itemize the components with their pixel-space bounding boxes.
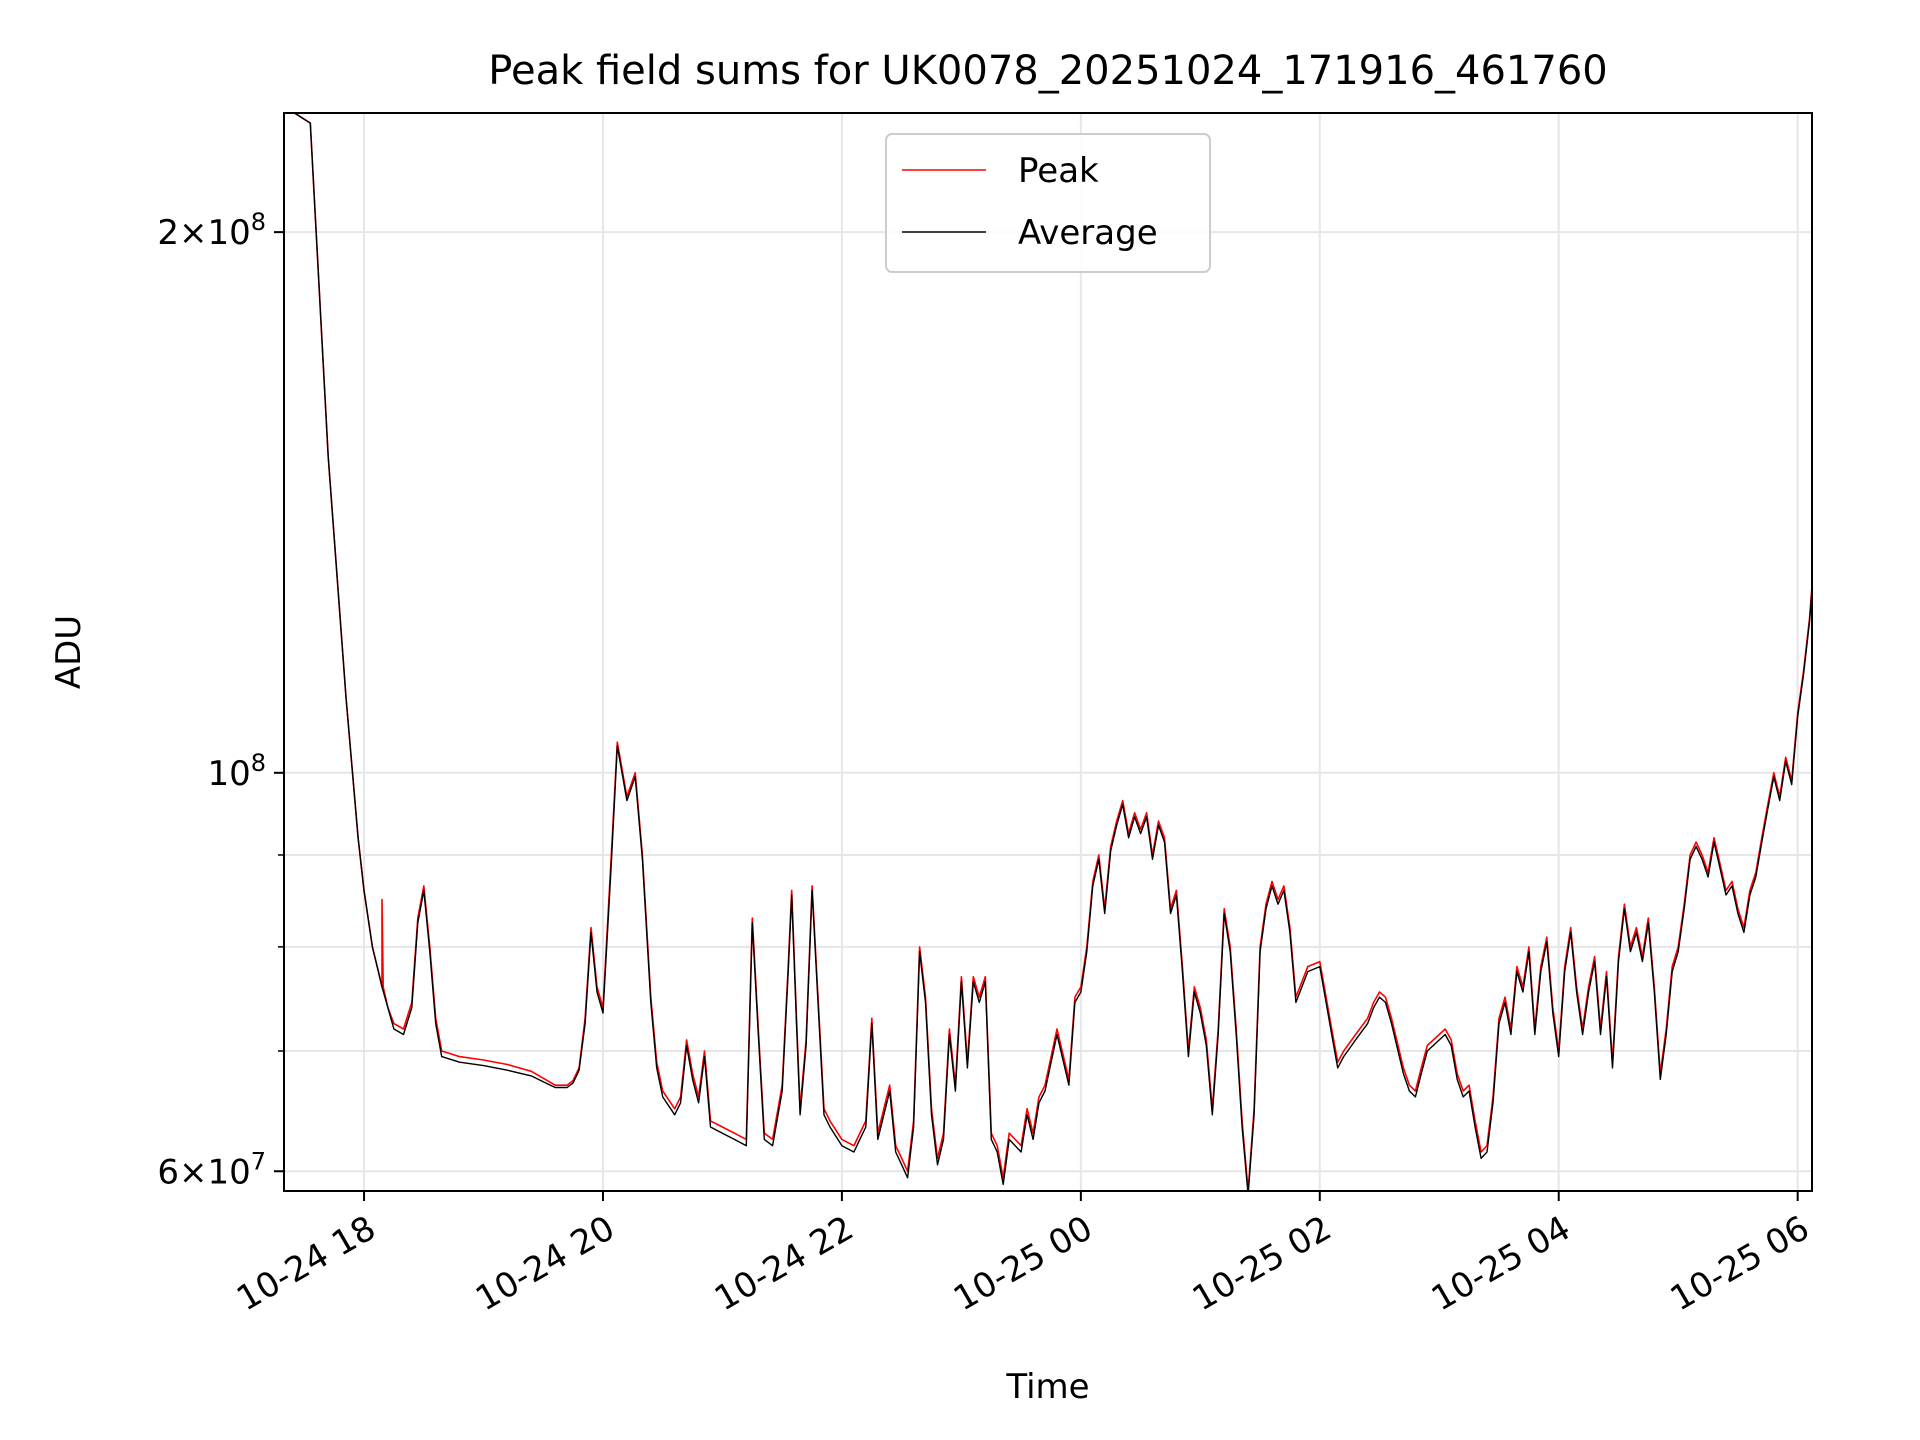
chart-title: Peak field sums for UK0078_20251024_1719… [488, 48, 1607, 94]
plot-area [293, 113, 1812, 1191]
y-tick-label: 6×107 [157, 1147, 266, 1192]
axes-frame [283, 112, 1813, 1192]
x-axis-label: Time [1005, 1367, 1089, 1407]
legend: Peak Average [885, 133, 1211, 273]
y-tick-label: 2×108 [157, 208, 266, 253]
legend-box [885, 133, 1211, 273]
series-line-average [293, 113, 1812, 1191]
legend-label-peak: Peak [1018, 151, 1099, 191]
y-axis-label: ADU [49, 615, 89, 689]
y-tick-label: 108 [207, 749, 266, 794]
legend-label-average: Average [1018, 213, 1158, 253]
y-axis-ticks: 6×107 108 2×108 [157, 208, 284, 1192]
